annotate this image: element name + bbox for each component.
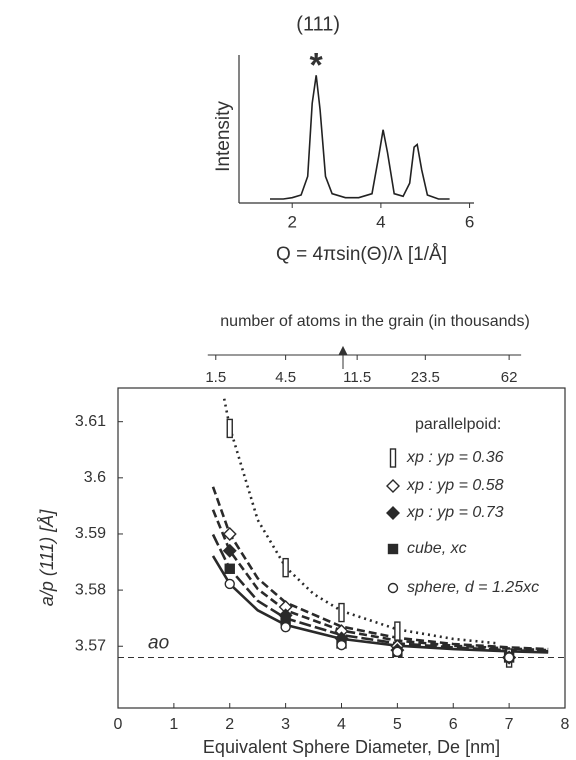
marker — [394, 621, 401, 641]
marker — [389, 448, 397, 468]
peak-label: (111) — [296, 14, 340, 36]
y-axis-label: a/p (111) [Å] — [37, 509, 57, 606]
x-tick-label: 6 — [449, 716, 458, 733]
x-tick-label: 5 — [393, 716, 402, 733]
legend-label: xp : yp = 0.58 — [406, 477, 504, 494]
x-tick-label: 6 — [465, 212, 474, 231]
x-tick-label: 4 — [376, 212, 385, 231]
marker — [387, 582, 399, 594]
fit-curve — [222, 398, 499, 645]
y-tick-label: 3.57 — [75, 637, 106, 654]
x-tick-label: 0 — [114, 716, 123, 733]
marker — [224, 578, 235, 590]
x2-tick-label: 4.5 — [275, 369, 296, 386]
peak-marker: * — [310, 46, 324, 84]
marker — [280, 621, 291, 633]
x-axis-label: Q = 4πsin(Θ)/λ [1/Å] — [276, 244, 447, 265]
legend-label: sphere, d = 1.25xc — [407, 579, 539, 596]
x-tick-label: 1 — [169, 716, 178, 733]
legend-label: xp : yp = 0.36 — [406, 449, 504, 466]
x2-tick-label: 11.5 — [343, 369, 371, 386]
y-tick-label: 3.59 — [75, 525, 106, 542]
marker — [392, 646, 403, 658]
x-axis-label: Equivalent Sphere Diameter, De [nm] — [203, 737, 500, 757]
marker — [336, 639, 347, 651]
marker — [386, 479, 400, 493]
reference-label: ao — [148, 632, 169, 653]
x2-axis-label: number of atoms in the grain (in thousan… — [220, 313, 530, 330]
x-tick-label: 4 — [337, 716, 346, 733]
y-tick-label: 3.61 — [75, 413, 106, 430]
marker — [386, 506, 400, 520]
legend-label: cube, xc — [407, 540, 467, 557]
marker — [222, 543, 237, 558]
marker — [226, 418, 233, 439]
y-tick-label: 3.6 — [84, 469, 106, 486]
x2-tick-label: 1.5 — [205, 369, 226, 386]
marker — [503, 652, 515, 663]
marker — [338, 602, 345, 623]
x-tick-label: 2 — [225, 716, 234, 733]
x-tick-label: 7 — [505, 716, 514, 733]
marker — [222, 526, 237, 541]
intensity-curve — [270, 75, 450, 200]
y-tick-label: 3.58 — [75, 581, 106, 598]
legend-title: parallelpoid: — [415, 416, 501, 433]
x2-arrow — [338, 345, 348, 369]
marker — [282, 557, 289, 578]
y-axis-label: Intensity — [213, 101, 234, 172]
x2-tick-label: 23.5 — [411, 369, 440, 386]
marker — [224, 563, 235, 574]
x-tick-label: 2 — [287, 212, 296, 231]
x-tick-label: 8 — [561, 716, 570, 733]
x-tick-label: 3 — [281, 716, 290, 733]
x2-tick-label: 62 — [501, 369, 518, 386]
marker — [387, 543, 399, 555]
legend-label: xp : yp = 0.73 — [406, 504, 504, 521]
plot-frame — [117, 387, 566, 709]
